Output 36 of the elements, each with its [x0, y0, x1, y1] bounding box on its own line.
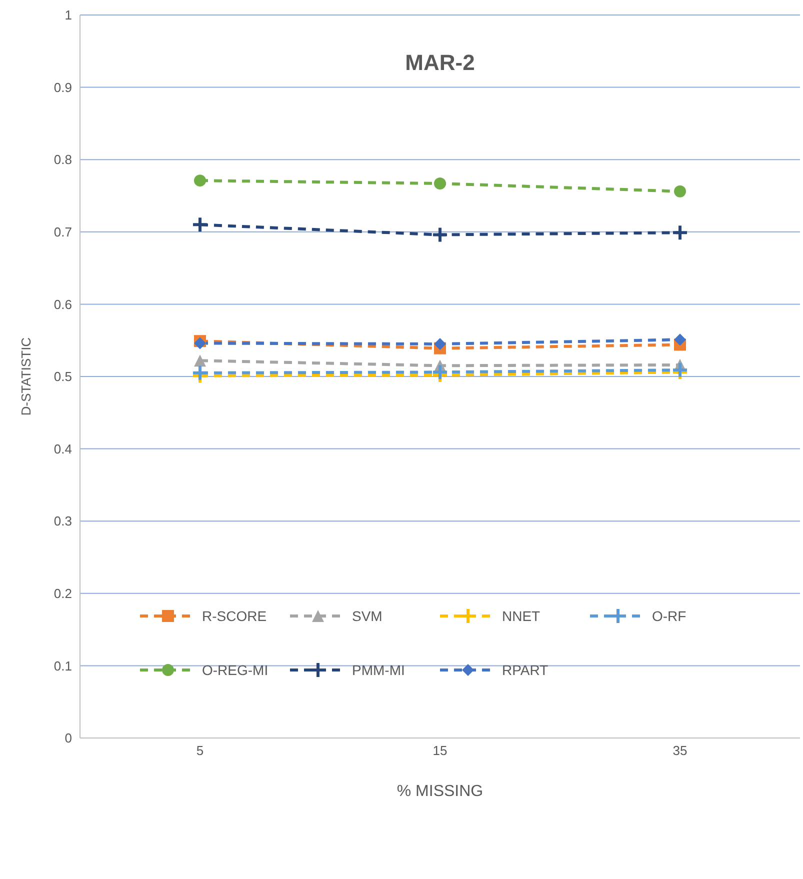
- legend-label: O-REG-MI: [202, 662, 268, 678]
- legend-label: R-SCORE: [202, 608, 267, 624]
- legend-label: PMM-MI: [352, 662, 405, 678]
- y-tick-label: 1: [64, 8, 72, 23]
- point: [193, 366, 207, 380]
- x-axis-title: % MISSING: [396, 783, 484, 800]
- point: [674, 185, 686, 198]
- legend-label: RPART: [502, 662, 548, 678]
- text: MAR-2: [404, 50, 476, 76]
- y-tick-label: 0: [64, 730, 72, 746]
- y-tick-label: 0.1: [54, 658, 72, 674]
- y-tick-label: 0.5: [54, 369, 72, 384]
- point: [673, 226, 687, 240]
- legend-label: SVM: [352, 608, 382, 624]
- x-tick-label: 35: [672, 743, 688, 758]
- y-tick-label: 0.7: [54, 224, 72, 240]
- point: [194, 354, 206, 367]
- point: [434, 177, 446, 190]
- point: [193, 218, 207, 232]
- y-tick-label: 0.2: [54, 586, 72, 602]
- legend-label: O-RF: [652, 608, 686, 624]
- y-tick-label: 0.9: [54, 80, 72, 95]
- x-tick-label: 5: [196, 743, 204, 758]
- y-axis-title: D-STATISTIC: [18, 337, 34, 416]
- y-tick-label: 0.8: [54, 152, 72, 168]
- point: [433, 228, 447, 242]
- x-tick-label: 15: [432, 743, 448, 758]
- legend-label: NNET: [502, 608, 540, 624]
- point: [194, 174, 206, 187]
- y-tick-label: 0.4: [54, 441, 72, 456]
- point: [674, 334, 686, 346]
- point: [673, 362, 687, 377]
- y-tick-label: 0.3: [54, 514, 72, 529]
- point: [433, 365, 447, 380]
- y-tick-label: 0.6: [54, 296, 72, 312]
- point: [434, 338, 446, 350]
